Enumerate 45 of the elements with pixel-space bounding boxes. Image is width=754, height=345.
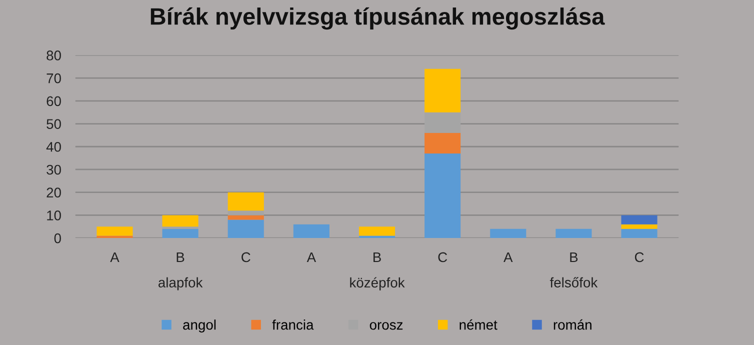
bar (424, 132, 461, 154)
x-tick-label: A (504, 252, 513, 262)
bar (621, 224, 658, 229)
x-tick-label: B (374, 252, 381, 262)
bar (621, 228, 658, 238)
x-tick-label: B (570, 252, 578, 262)
text: középfok (350, 277, 405, 290)
bar (96, 226, 133, 236)
bar (424, 153, 461, 238)
y-tick-label: 10 (47, 210, 61, 220)
y-tick-label: 30 (46, 164, 61, 175)
text: felsőfok (550, 277, 598, 288)
y-tick-label: 40 (46, 142, 61, 152)
y-tick-label: 0 (54, 233, 61, 244)
bar (490, 228, 526, 238)
bar (162, 215, 198, 227)
bar (424, 68, 461, 112)
bar (162, 228, 198, 238)
bar (228, 215, 264, 220)
legend-label: román (554, 319, 592, 330)
y-tick-label: 50 (46, 119, 61, 129)
y-tick-label: 70 (46, 73, 61, 84)
x-tick-label: B (176, 252, 184, 262)
y-tick-label: 60 (46, 96, 61, 106)
legend-label: angol (183, 320, 216, 332)
y-tick-label: 80 (46, 50, 61, 60)
bar (228, 210, 264, 216)
text: alapfok (158, 277, 203, 290)
bar (293, 224, 330, 238)
bar (424, 112, 461, 133)
legend-label: német (460, 319, 498, 330)
bar (358, 226, 396, 236)
x-tick-label: A (110, 252, 120, 262)
x-tick-label: C (242, 252, 250, 262)
x-tick-label: A (306, 252, 316, 262)
legend-label: francia (272, 320, 314, 330)
x-tick-label: C (438, 252, 448, 262)
chart-title: Bírák nyelvvizsga típusának megoszlása (150, 7, 605, 30)
y-tick-label: 20 (46, 188, 61, 198)
bar (228, 220, 264, 238)
legend-label: orosz (370, 322, 403, 330)
bar (228, 192, 264, 211)
bar (621, 215, 658, 224)
bar (556, 228, 592, 238)
x-tick-label: C (634, 252, 644, 262)
